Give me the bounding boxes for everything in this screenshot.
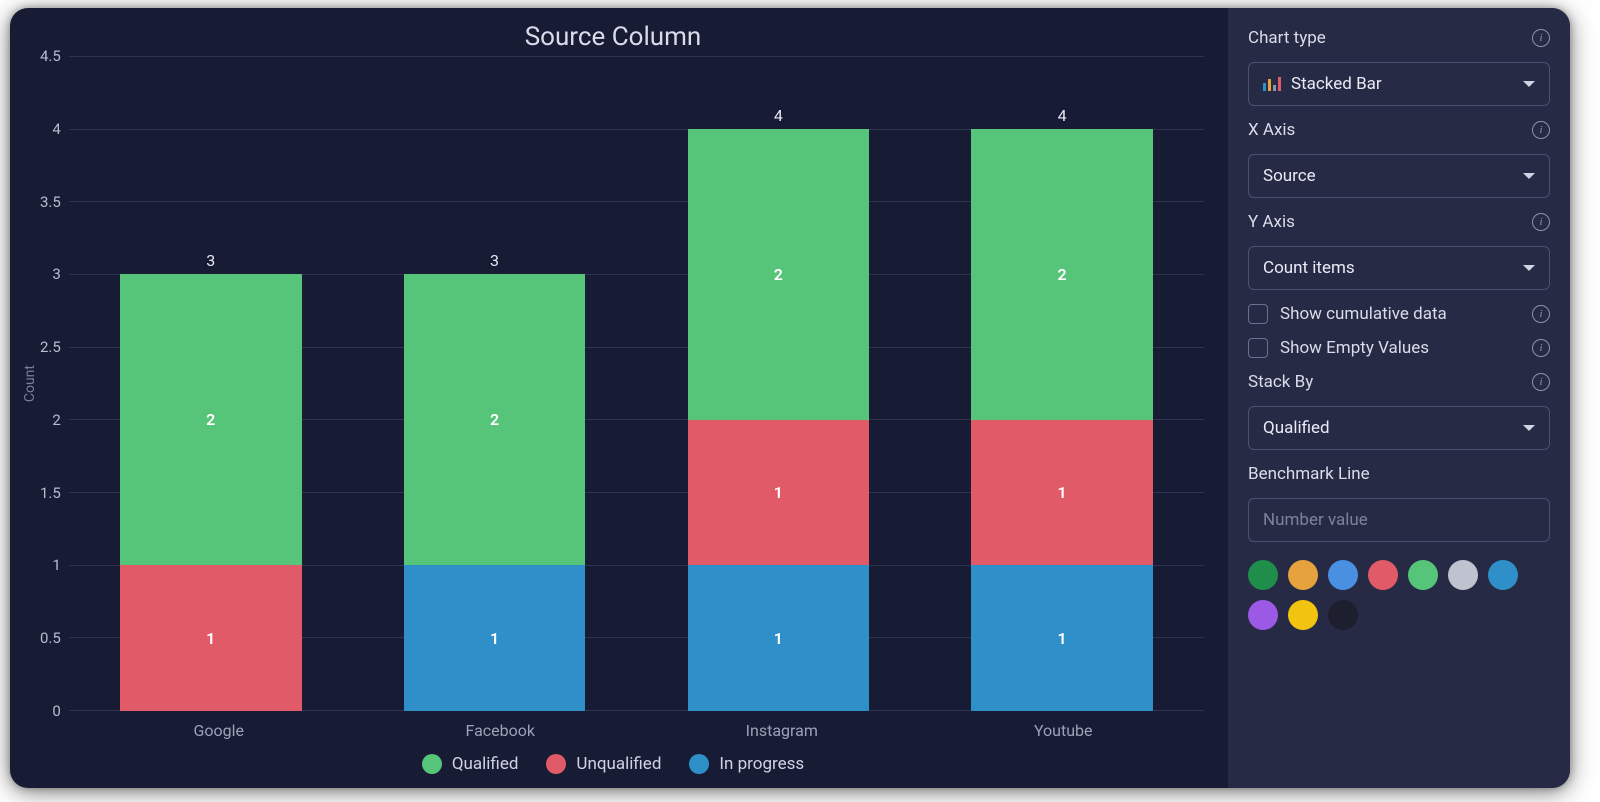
cumulative-checkbox[interactable] — [1248, 304, 1268, 324]
bar-segment-in-progress[interactable]: 1 — [404, 565, 586, 711]
bar-segment-qualified[interactable]: 2 — [120, 274, 302, 565]
chart-config-panel: Source Column Count 4.543.532.521.510.50… — [10, 8, 1570, 788]
y-axis-row: Y Axis i — [1248, 212, 1550, 232]
bar-segment-unqualified[interactable]: 1 — [971, 420, 1153, 566]
legend-swatch — [422, 754, 442, 774]
y-axis-label: Y Axis — [1248, 212, 1295, 232]
legend-swatch — [546, 754, 566, 774]
legend-item-in-progress[interactable]: In progress — [689, 754, 804, 774]
info-icon[interactable]: i — [1532, 121, 1550, 139]
bar-stack[interactable]: 112 — [971, 129, 1153, 711]
x-axis-row: X Axis i — [1248, 120, 1550, 140]
stack-by-label: Stack By — [1248, 372, 1313, 392]
y-axis-title: Count — [22, 365, 38, 402]
plot: Count 4.543.532.521.510.50 3123124112411… — [22, 56, 1204, 711]
color-swatch[interactable] — [1368, 560, 1398, 590]
legend-item-qualified[interactable]: Qualified — [422, 754, 519, 774]
x-axis-select[interactable]: Source — [1248, 154, 1550, 198]
stacked-bar-icon — [1263, 77, 1281, 91]
chevron-down-icon — [1523, 173, 1535, 179]
info-icon[interactable]: i — [1532, 373, 1550, 391]
x-axis-value: Source — [1263, 166, 1316, 186]
y-axis-value: Count items — [1263, 258, 1355, 278]
legend-label: In progress — [719, 754, 804, 774]
x-axis-label: X Axis — [1248, 120, 1295, 140]
chart-area: Source Column Count 4.543.532.521.510.50… — [10, 8, 1228, 788]
legend-label: Unqualified — [576, 754, 661, 774]
chevron-down-icon — [1523, 265, 1535, 271]
legend: Qualified Unqualified In progress — [22, 754, 1204, 774]
x-tick: Facebook — [360, 711, 642, 740]
chart-title: Source Column — [22, 22, 1204, 52]
bar-column: 4112 — [920, 56, 1204, 711]
chevron-down-icon — [1523, 81, 1535, 87]
x-axis: GoogleFacebookInstagramYoutube — [78, 711, 1204, 740]
benchmark-row: Benchmark Line — [1248, 464, 1550, 484]
benchmark-label: Benchmark Line — [1248, 464, 1370, 484]
color-swatch[interactable] — [1448, 560, 1478, 590]
empty-values-label: Show Empty Values — [1280, 338, 1429, 358]
color-swatch[interactable] — [1248, 600, 1278, 630]
benchmark-placeholder: Number value — [1263, 510, 1368, 530]
stack-by-value: Qualified — [1263, 418, 1330, 438]
cumulative-row: Show cumulative data i — [1248, 304, 1550, 324]
bar-segment-in-progress[interactable]: 1 — [688, 565, 870, 711]
benchmark-input[interactable]: Number value — [1248, 498, 1550, 542]
bar-segment-unqualified[interactable]: 1 — [120, 565, 302, 711]
legend-label: Qualified — [452, 754, 519, 774]
info-icon[interactable]: i — [1532, 29, 1550, 47]
legend-swatch — [689, 754, 709, 774]
bar-total-label: 3 — [490, 251, 499, 270]
color-swatch[interactable] — [1288, 560, 1318, 590]
color-palette — [1248, 560, 1550, 630]
chart-type-value: Stacked Bar — [1291, 74, 1382, 94]
x-tick: Instagram — [641, 711, 923, 740]
bar-stack[interactable]: 12 — [404, 274, 586, 711]
bar-column: 3 12 — [69, 56, 353, 711]
cumulative-label: Show cumulative data — [1280, 304, 1447, 324]
color-swatch[interactable] — [1328, 600, 1358, 630]
info-icon[interactable]: i — [1532, 213, 1550, 231]
y-axis-ticks: 4.543.532.521.510.50 — [40, 56, 69, 711]
bars-container: 31231241124112 — [69, 56, 1204, 711]
x-tick: Google — [78, 711, 360, 740]
y-axis-select[interactable]: Count items — [1248, 246, 1550, 290]
info-icon[interactable]: i — [1532, 339, 1550, 357]
empty-values-checkbox[interactable] — [1248, 338, 1268, 358]
bar-total-label: 4 — [1058, 106, 1067, 125]
stack-by-row: Stack By i — [1248, 372, 1550, 392]
chevron-down-icon — [1523, 425, 1535, 431]
empty-values-row: Show Empty Values i — [1248, 338, 1550, 358]
bar-segment-qualified[interactable]: 2 — [971, 129, 1153, 420]
color-swatch[interactable] — [1288, 600, 1318, 630]
chart-type-row: Chart type i — [1248, 28, 1550, 48]
color-swatch[interactable] — [1328, 560, 1358, 590]
legend-item-unqualified[interactable]: Unqualified — [546, 754, 661, 774]
bar-stack[interactable]: 112 — [688, 129, 870, 711]
chart-type-select[interactable]: Stacked Bar — [1248, 62, 1550, 106]
stack-by-select[interactable]: Qualified — [1248, 406, 1550, 450]
bar-total-label: 3 — [206, 251, 215, 270]
bar-segment-in-progress[interactable]: 1 — [971, 565, 1153, 711]
info-icon[interactable]: i — [1532, 305, 1550, 323]
color-swatch[interactable] — [1488, 560, 1518, 590]
color-swatch[interactable] — [1248, 560, 1278, 590]
bar-segment-qualified[interactable]: 2 — [404, 274, 586, 565]
bar-column: 3 12 — [353, 56, 637, 711]
settings-sidebar: Chart type i Stacked Bar X Axis i Source… — [1228, 8, 1570, 788]
color-swatch[interactable] — [1408, 560, 1438, 590]
x-tick: Youtube — [923, 711, 1205, 740]
bar-segment-unqualified[interactable]: 1 — [688, 420, 870, 566]
bar-stack[interactable]: 12 — [120, 274, 302, 711]
bar-column: 4112 — [636, 56, 920, 711]
chart-type-label: Chart type — [1248, 28, 1326, 48]
bar-total-label: 4 — [774, 106, 783, 125]
bar-segment-qualified[interactable]: 2 — [688, 129, 870, 420]
plot-inner: 31231241124112 — [69, 56, 1204, 711]
